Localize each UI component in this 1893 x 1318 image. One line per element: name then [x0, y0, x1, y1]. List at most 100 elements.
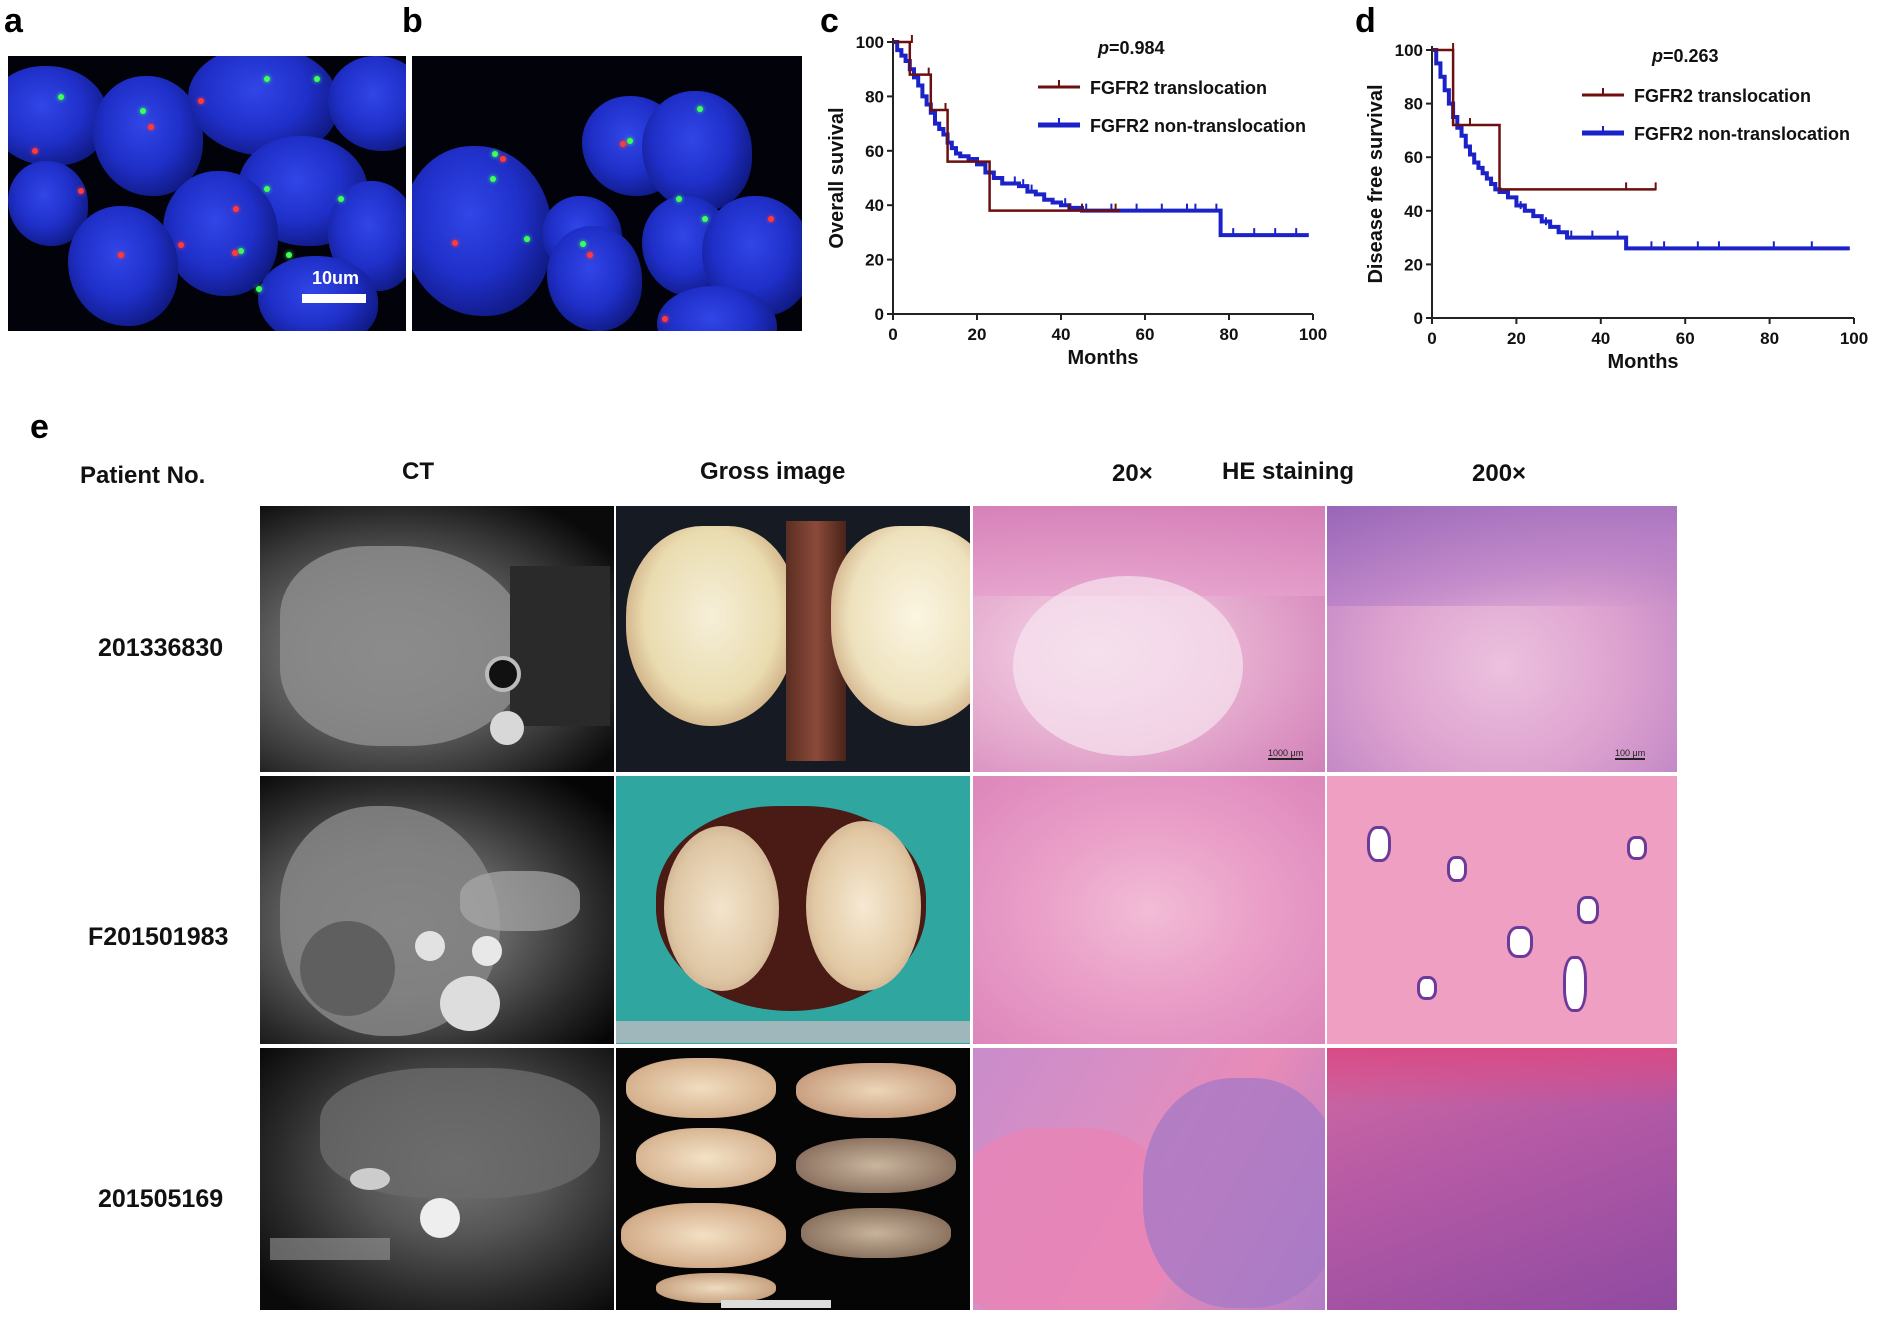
x-tick-label: 40 — [1591, 329, 1610, 348]
red-signal — [32, 148, 38, 154]
green-signal — [490, 176, 496, 182]
green-signal — [524, 236, 530, 242]
nucleus — [68, 206, 178, 326]
panel-label-c: c — [820, 2, 839, 40]
green-signal — [264, 76, 270, 82]
x-tick-label: 80 — [1760, 329, 1779, 348]
km-curve-non-translocation — [893, 40, 1309, 238]
x-axis-label: Months — [1067, 347, 1138, 369]
he-20x-patient-1: 1000 μm — [973, 506, 1325, 772]
red-signal — [118, 252, 124, 258]
green-signal — [697, 106, 703, 112]
green-signal — [492, 151, 498, 157]
gross-image-patient-2 — [616, 776, 970, 1044]
nucleus — [93, 76, 203, 196]
patient-id-3: 201505169 — [98, 1185, 224, 1213]
red-signal — [452, 240, 458, 246]
panel-label-d: d — [1355, 2, 1376, 40]
x-tick-label: 100 — [1299, 325, 1327, 344]
header-he-200x: 200× — [1472, 460, 1527, 487]
red-signal — [587, 252, 593, 258]
legend-label: FGFR2 non-translocation — [1634, 124, 1850, 144]
nucleus — [258, 256, 378, 331]
km-curve-non-translocation — [1432, 48, 1850, 251]
p-value: =0.984 — [1109, 38, 1165, 58]
x-tick-label: 0 — [888, 325, 897, 344]
red-signal — [233, 206, 239, 212]
y-tick-label: 0 — [1414, 309, 1423, 328]
x-tick-label: 80 — [1220, 325, 1239, 344]
green-signal — [256, 286, 262, 292]
p-value-annotation: p=0.263 — [1651, 46, 1719, 66]
green-signal — [627, 138, 633, 144]
y-tick-label: 80 — [865, 87, 884, 106]
nucleus — [412, 146, 552, 316]
x-tick-label: 20 — [1507, 329, 1526, 348]
y-tick-label: 60 — [865, 142, 884, 161]
he-200x-patient-1: 100 μm — [1327, 506, 1677, 772]
green-signal — [264, 186, 270, 192]
y-tick-label: 0 — [875, 305, 884, 324]
red-signal — [768, 216, 774, 222]
green-signal — [580, 241, 586, 247]
p-symbol: p — [1097, 38, 1109, 58]
y-tick-label: 20 — [865, 251, 884, 270]
km-chart-c: 0 20 40 60 80 100 0 20 40 60 80 100 Months Overall su… — [826, 33, 1327, 369]
fish-image-b — [412, 56, 802, 331]
km-curve-translocation — [1432, 48, 1656, 191]
red-signal — [500, 156, 506, 162]
red-signal — [662, 316, 668, 322]
panel-label-a: a — [4, 2, 23, 40]
patient-id-1: 201336830 — [98, 634, 224, 662]
green-signal — [676, 196, 682, 202]
green-signal — [702, 216, 708, 222]
he-200x-patient-3 — [1327, 1048, 1677, 1310]
x-tick-label: 0 — [1427, 329, 1436, 348]
y-tick-label: 40 — [1404, 202, 1423, 221]
green-signal — [314, 76, 320, 82]
scale-bar-label: 10um — [312, 268, 360, 288]
green-signal — [140, 108, 146, 114]
y-axis-label: Overall suvival — [826, 107, 848, 248]
header-he-20x: 20× — [1112, 460, 1153, 487]
p-value-annotation: p=0.984 — [1097, 38, 1165, 58]
km-chart-d: 0 20 40 60 80 100 0 20 40 60 80 100 Months Disease fr… — [1365, 41, 1868, 373]
red-signal — [178, 242, 184, 248]
red-signal — [620, 141, 626, 147]
header-he-staining: HE staining — [1222, 458, 1355, 485]
header-patient-no: Patient No. — [80, 462, 206, 489]
y-tick-label: 20 — [1404, 255, 1423, 274]
gross-image-patient-1 — [616, 506, 970, 772]
nucleus — [163, 171, 278, 296]
p-value: =0.263 — [1663, 46, 1719, 66]
y-tick-label: 100 — [856, 33, 884, 52]
km-curve-translocation — [893, 40, 1120, 212]
nucleus — [547, 226, 642, 331]
x-tick-label: 60 — [1136, 325, 1155, 344]
scale-bar-200x: 100 μm — [1615, 748, 1646, 760]
ct-image-patient-2 — [260, 776, 614, 1044]
x-tick-label: 20 — [968, 325, 987, 344]
he-200x-patient-2 — [1327, 776, 1677, 1044]
p-symbol: p — [1651, 46, 1663, 66]
nucleus — [328, 56, 406, 151]
y-tick-label: 80 — [1404, 95, 1423, 114]
red-signal — [198, 98, 204, 104]
legend-label: FGFR2 translocation — [1090, 78, 1267, 98]
gross-image-patient-3 — [616, 1048, 970, 1310]
ct-image-patient-3 — [260, 1048, 614, 1310]
x-tick-label: 40 — [1052, 325, 1071, 344]
y-axis-label: Disease free survival — [1365, 84, 1387, 283]
fish-image-a: 10um — [8, 56, 406, 331]
x-tick-label: 100 — [1840, 329, 1868, 348]
green-signal — [286, 252, 292, 258]
header-ct: CT — [402, 458, 434, 485]
green-signal — [238, 248, 244, 254]
header-gross-image: Gross image — [700, 458, 846, 485]
red-signal — [232, 250, 238, 256]
ct-image-patient-1 — [260, 506, 614, 772]
legend-label: FGFR2 non-translocation — [1090, 116, 1306, 136]
red-signal — [78, 188, 84, 194]
he-20x-patient-2 — [973, 776, 1325, 1044]
green-signal — [58, 94, 64, 100]
